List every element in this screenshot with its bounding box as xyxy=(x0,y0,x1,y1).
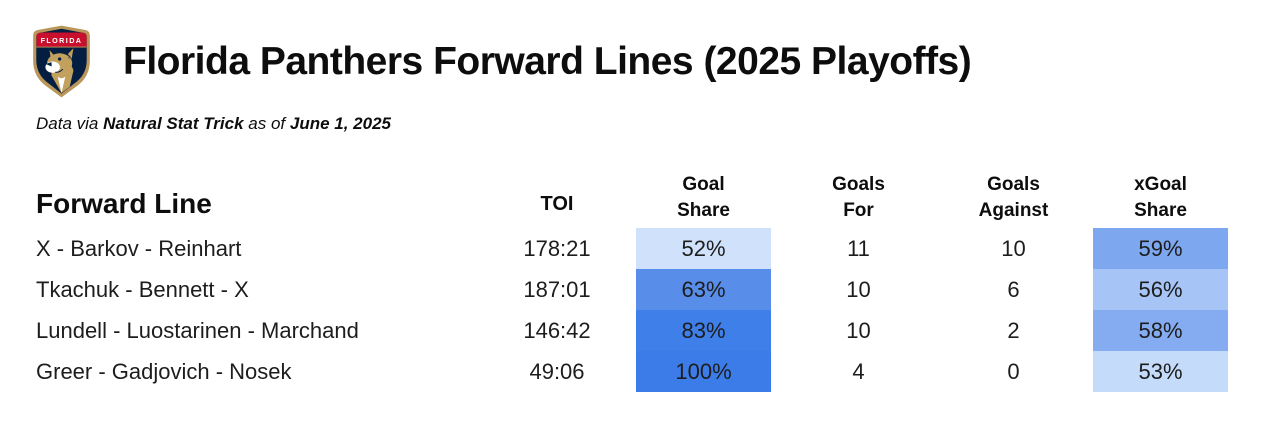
subtitle-source: Natural Stat Trick xyxy=(103,114,244,133)
forward-line-cell: Lundell - Luostarinen - Marchand xyxy=(36,317,359,343)
column-header-forward-line: Forward Line xyxy=(36,188,212,219)
column-header-goals-against: Goals Against xyxy=(978,174,1049,221)
logo-banner-text: FLORIDA xyxy=(41,36,83,45)
table-header-row: Forward Line TOI Goal Share Goals For Go… xyxy=(0,170,1264,228)
table-row: Lundell - Luostarinen - Marchand 146:42 … xyxy=(0,310,1264,351)
toi-cell: 146:42 xyxy=(523,317,591,343)
subtitle-date: June 1, 2025 xyxy=(289,114,391,133)
xgoal-share-cell: 59% xyxy=(1093,228,1228,269)
subtitle-middle: as of xyxy=(243,114,290,133)
goal-share-cell: 83% xyxy=(636,310,771,351)
xgoal-share-cell: 53% xyxy=(1093,351,1228,392)
goals-against-cell: 6 xyxy=(1007,276,1020,302)
panther-head-graphic xyxy=(45,48,74,93)
table-row: X - Barkov - Reinhart 178:21 52% 11 10 5… xyxy=(0,228,1264,269)
column-header-goals-for: Goals For xyxy=(832,174,885,221)
xgoal-share-cell: 58% xyxy=(1093,310,1228,351)
forward-line-cell: Tkachuk - Bennett - X xyxy=(36,276,249,302)
goals-against-cell: 10 xyxy=(1001,235,1026,261)
subtitle: Data via Natural Stat Trick as of June 1… xyxy=(0,114,1264,134)
goals-for-cell: 11 xyxy=(847,235,870,261)
forward-line-cell: X - Barkov - Reinhart xyxy=(36,235,242,261)
column-header-xgoal-share: xGoal Share xyxy=(1134,174,1187,221)
goals-against-cell: 2 xyxy=(1007,317,1020,343)
header: FLORIDA Florida Panthers Forward Lines (… xyxy=(0,0,1264,99)
toi-cell: 49:06 xyxy=(529,358,585,384)
toi-cell: 187:01 xyxy=(523,276,591,302)
goal-share-cell: 100% xyxy=(636,351,771,392)
goal-share-cell: 52% xyxy=(636,228,771,269)
xgoal-share-cell: 56% xyxy=(1093,269,1228,310)
subtitle-prefix: Data via xyxy=(36,114,104,133)
goals-for-cell: 10 xyxy=(846,317,871,343)
column-header-toi: TOI xyxy=(540,193,574,215)
panthers-logo-icon: FLORIDA xyxy=(33,25,90,98)
goals-for-cell: 10 xyxy=(846,276,871,302)
column-header-goal-share: Goal Share xyxy=(677,174,730,221)
table-row: Tkachuk - Bennett - X 187:01 63% 10 6 56… xyxy=(0,269,1264,310)
goals-for-cell: 4 xyxy=(852,358,865,384)
goal-share-cell: 63% xyxy=(636,269,771,310)
page-title: Florida Panthers Forward Lines (2025 Pla… xyxy=(123,39,972,83)
toi-cell: 178:21 xyxy=(523,235,591,261)
goals-against-cell: 0 xyxy=(1007,358,1020,384)
table-row: Greer - Gadjovich - Nosek 49:06 100% 4 0… xyxy=(0,351,1264,392)
forward-line-cell: Greer - Gadjovich - Nosek xyxy=(36,358,292,384)
